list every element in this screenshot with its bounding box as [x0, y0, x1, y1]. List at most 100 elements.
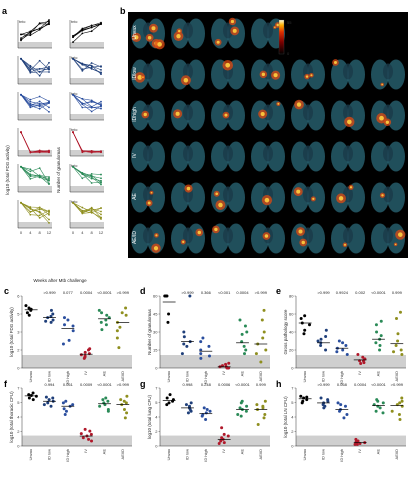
- data-point: [397, 413, 401, 417]
- lod-band: [296, 355, 406, 368]
- data-point: [262, 308, 266, 312]
- mediastinum: [223, 227, 233, 244]
- data-point: [324, 348, 328, 352]
- y-tick-label: 0: [155, 443, 158, 448]
- mini-point: [48, 149, 50, 152]
- data-point: [259, 360, 263, 364]
- data-point: [100, 311, 104, 315]
- mini-point: [72, 41, 74, 44]
- panel-a-mini-5-1: tntc 0 4 8 12: [69, 199, 104, 235]
- data-point: [378, 348, 382, 352]
- petct-scan: [171, 59, 205, 90]
- mini-series-line: [72, 58, 102, 73]
- x-tick-label: Unvax: [166, 371, 171, 382]
- mini-point: [90, 67, 93, 70]
- mini-point: [38, 59, 41, 62]
- mini-point: [48, 100, 50, 103]
- x-tick-label: IV: [83, 371, 88, 375]
- lod-band: [160, 435, 270, 446]
- data-point: [168, 393, 172, 397]
- data-point: [238, 318, 242, 322]
- fdg-hotspot-core: [260, 112, 265, 117]
- data-point: [381, 401, 385, 405]
- mini-point: [29, 34, 32, 37]
- data-point: [263, 399, 267, 403]
- petct-row-0: Unvax: [131, 17, 285, 50]
- data-point: [345, 413, 349, 417]
- mini-point: [81, 210, 84, 213]
- data-point: [124, 313, 128, 317]
- mini-series-line: [72, 23, 102, 38]
- data-point: [67, 338, 71, 342]
- fdg-hotspot-core: [343, 243, 347, 246]
- data-point: [88, 347, 92, 351]
- data-point: [189, 401, 193, 405]
- mini-series-line: [20, 132, 50, 153]
- mini-axis: [69, 92, 104, 121]
- mini-point: [100, 216, 102, 219]
- mini-point: [38, 150, 41, 153]
- fdg-hotspot-core: [216, 40, 220, 44]
- mini-series-line: [20, 94, 50, 108]
- fdg-hotspot-core: [274, 26, 276, 29]
- mini-point: [38, 167, 41, 170]
- data-point: [124, 306, 128, 310]
- mini-point: [38, 67, 41, 70]
- tntc-label: tntc: [71, 19, 77, 24]
- colorbar-min-label: 0: [287, 51, 290, 56]
- p-value: >0.999: [317, 290, 330, 295]
- panel-a-xtick: 4: [29, 230, 32, 235]
- data-point: [226, 434, 230, 438]
- colorbar-gradient: [278, 19, 285, 55]
- mini-point: [100, 179, 102, 182]
- mini-point: [48, 212, 50, 214]
- panel-a-mini-4-0: [17, 164, 52, 193]
- data-point: [184, 403, 188, 407]
- mini-point: [81, 212, 84, 215]
- p-value: >0.999: [117, 290, 130, 295]
- fdg-hotspot-core: [183, 78, 189, 83]
- data-point: [374, 409, 378, 413]
- petct-background: [128, 12, 408, 258]
- data-point: [63, 413, 67, 417]
- fdg-hotspot-core: [218, 202, 223, 208]
- data-point: [87, 352, 91, 356]
- data-point: [83, 355, 87, 359]
- petct-scan: [211, 141, 245, 172]
- lod-band: [18, 150, 52, 156]
- mini-point: [29, 151, 32, 153]
- mediastinum: [303, 145, 313, 162]
- data-point: [87, 437, 91, 441]
- data-point: [342, 416, 346, 420]
- x-tick-label: AE/ID: [120, 371, 125, 382]
- y-tick-label: 2: [17, 347, 20, 352]
- data-point: [398, 417, 402, 421]
- p-value: 0.077: [63, 290, 74, 295]
- mini-point: [100, 22, 102, 25]
- mini-series-line: [72, 132, 102, 153]
- petct-scan: [211, 59, 245, 90]
- data-point: [220, 364, 224, 368]
- p-value: 0.0006: [218, 382, 231, 387]
- mini-point: [38, 74, 41, 77]
- data-point: [398, 401, 402, 405]
- fdg-hotspot-core: [398, 232, 403, 237]
- x-tick-label: ID low: [47, 371, 52, 382]
- data-point: [83, 427, 87, 431]
- lod-band: [70, 186, 104, 192]
- data-point: [27, 396, 31, 400]
- mini-point: [29, 64, 32, 67]
- panel-a-xtick: 0: [20, 230, 23, 235]
- data-point: [27, 393, 31, 397]
- data-point: [240, 340, 244, 344]
- mini-series-line: [20, 58, 50, 74]
- p-value: 0.061: [63, 382, 74, 387]
- petct-scan: [211, 182, 245, 213]
- data-point: [356, 353, 360, 356]
- data-point: [224, 362, 228, 366]
- data-point: [122, 408, 126, 412]
- petct-scan: [371, 59, 405, 90]
- mini-point: [48, 176, 50, 178]
- data-point: [341, 341, 345, 345]
- data-point: [319, 337, 323, 341]
